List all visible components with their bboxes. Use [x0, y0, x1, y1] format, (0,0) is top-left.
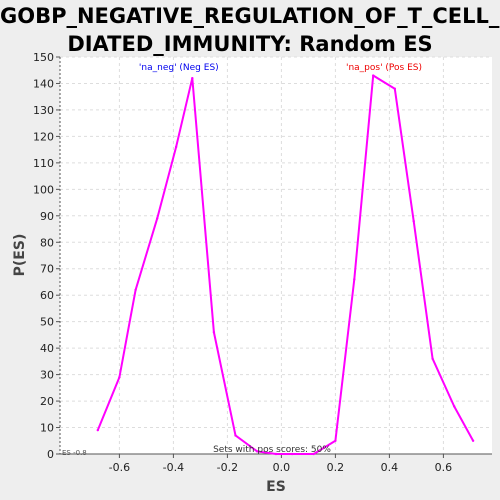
- y-ticks: 0 10 20 30 40 50 60 70 80 90 100 110 120 130 140 150: [33, 51, 60, 461]
- y-tick-label: 40: [40, 342, 54, 355]
- data-point: [471, 439, 475, 442]
- y-tick-label: 0: [47, 448, 54, 461]
- x-tick-label: 0.6: [435, 461, 453, 474]
- y-tick-label: 100: [33, 183, 54, 196]
- series-line: [96, 74, 474, 455]
- x-tick-label: 0.0: [273, 461, 291, 474]
- x-axis-label: ES: [266, 479, 286, 495]
- data-point: [291, 452, 294, 456]
- data-point: [134, 288, 137, 292]
- data-point: [96, 428, 100, 432]
- data-point: [431, 357, 434, 360]
- x-tick-label: 0.4: [381, 461, 399, 474]
- y-tick-label: 130: [33, 104, 54, 117]
- x-tick-label: -0.6: [109, 461, 130, 474]
- x-ticks: -0.6 -0.4 -0.2 0.0 0.2 0.4 0.6: [109, 454, 452, 474]
- plot-area: [60, 57, 492, 454]
- es-corner-label: ES -0.8: [62, 449, 87, 457]
- x-tick-label: -0.2: [217, 461, 238, 474]
- grid: [60, 56, 492, 454]
- y-tick-label: 90: [40, 210, 54, 223]
- data-point: [274, 452, 278, 456]
- chart-title: GOBP_NEGATIVE_REGULATION_OF_T_CELL_ME DI…: [0, 0, 500, 86]
- y-tick-label: 50: [40, 316, 54, 329]
- data-point: [156, 217, 159, 220]
- y-tick-label: 10: [40, 422, 54, 435]
- data-point: [255, 450, 259, 453]
- chart-title-line-1: GOBP_NEGATIVE_REGULATION_OF_T_CELL_ME: [0, 4, 500, 28]
- neg-es-label: 'na_neg' (Neg ES): [139, 63, 219, 73]
- data-point: [212, 331, 216, 334]
- y-axis-label: P(ES): [12, 234, 28, 277]
- data-point: [393, 87, 396, 90]
- y-tick-label: 20: [40, 395, 54, 408]
- data-point: [312, 452, 315, 456]
- y-tick-label: 30: [40, 369, 54, 382]
- data-point: [412, 219, 415, 223]
- data-point: [353, 278, 356, 281]
- data-point: [334, 439, 337, 442]
- data-point: [118, 376, 121, 379]
- series: [96, 74, 475, 456]
- y-tick-label: 70: [40, 263, 54, 276]
- x-tick-label: -0.4: [163, 461, 184, 474]
- data-point: [453, 405, 456, 408]
- data-point: [191, 76, 194, 80]
- data-point: [234, 434, 237, 437]
- data-point: [372, 74, 375, 77]
- data-point: [174, 145, 178, 149]
- y-tick-label: 80: [40, 236, 54, 249]
- y-tick-label: 60: [40, 289, 54, 302]
- pos-scores-label: Sets with pos scores: 50%: [213, 445, 331, 455]
- y-tick-label: 140: [33, 77, 54, 90]
- y-tick-label: 150: [33, 51, 54, 64]
- y-tick-label: 110: [33, 157, 54, 170]
- pos-es-label: 'na_pos' (Pos ES): [346, 63, 422, 73]
- y-tick-label: 120: [33, 130, 54, 143]
- x-tick-label: 0.2: [327, 461, 345, 474]
